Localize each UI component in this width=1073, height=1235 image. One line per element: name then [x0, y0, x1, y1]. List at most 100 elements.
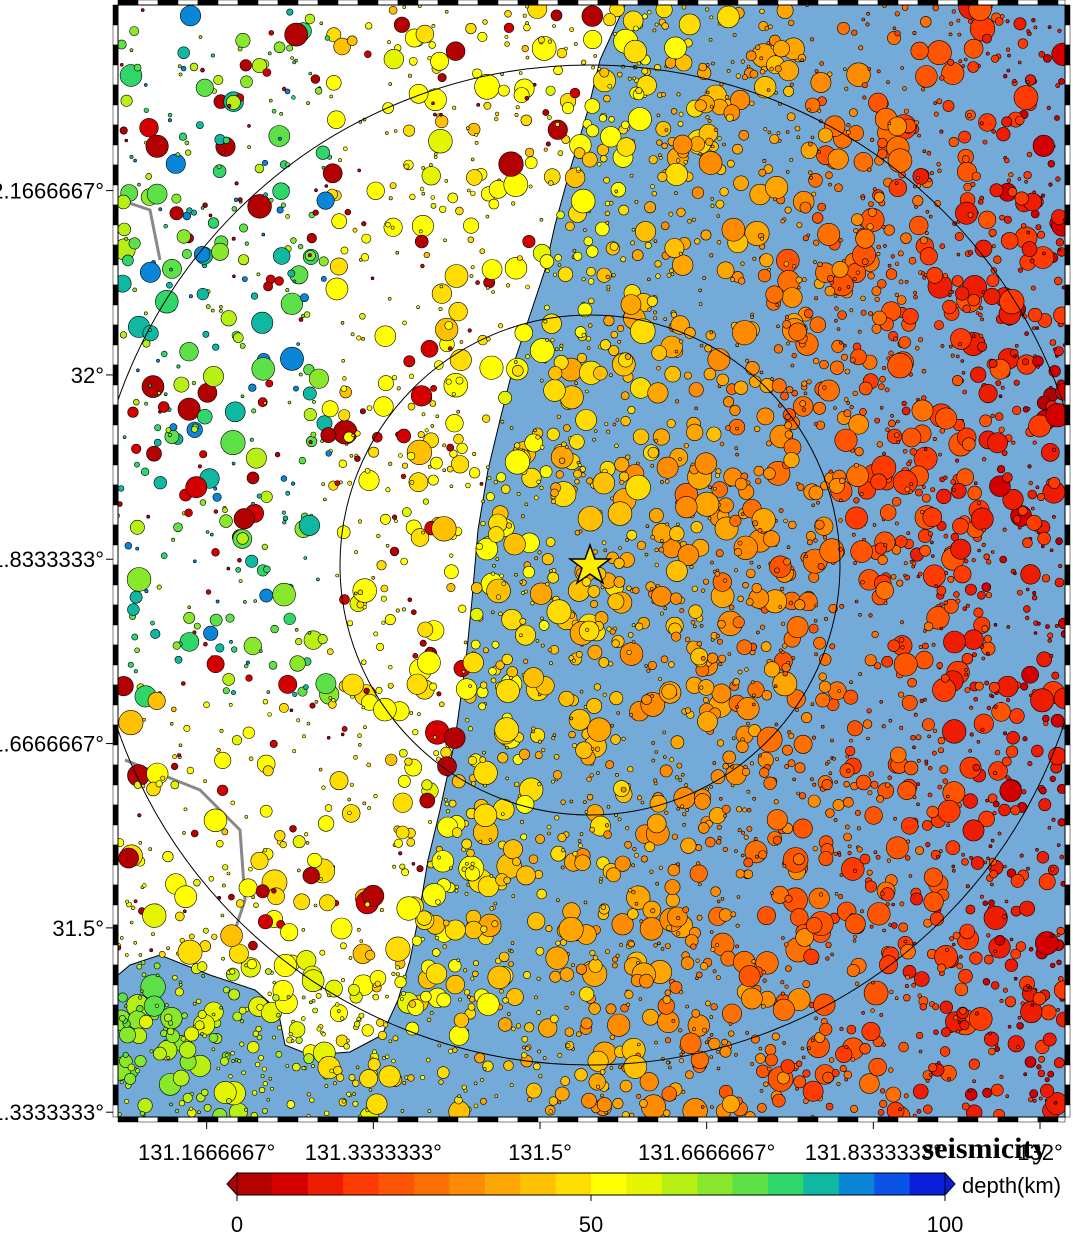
- quake-marker: [1058, 975, 1064, 982]
- quake-marker: [437, 756, 457, 777]
- quake-marker: [934, 944, 958, 969]
- quake-marker: [156, 584, 162, 590]
- quake-marker: [617, 817, 622, 822]
- quake-marker: [1031, 744, 1044, 758]
- quake-marker: [769, 134, 780, 144]
- quake-marker: [852, 390, 858, 397]
- quake-marker: [859, 853, 871, 865]
- quake-marker: [262, 1081, 268, 1087]
- quake-marker: [698, 62, 707, 72]
- quake-marker: [213, 486, 218, 491]
- quake-marker: [274, 830, 286, 842]
- quake-marker: [757, 565, 761, 569]
- quake-marker: [641, 694, 652, 706]
- quake-marker: [568, 730, 576, 739]
- quake-marker: [395, 250, 400, 255]
- quake-marker: [547, 571, 560, 584]
- quake-marker: [228, 893, 235, 901]
- quake-marker: [982, 33, 992, 44]
- quake-marker: [143, 995, 165, 1017]
- quake-marker: [310, 431, 317, 438]
- quake-marker: [904, 983, 909, 988]
- quake-marker: [589, 773, 594, 778]
- quake-marker: [1015, 941, 1027, 952]
- quake-marker: [675, 496, 698, 519]
- quake-marker: [959, 1007, 967, 1015]
- quake-marker: [357, 733, 362, 739]
- quake-marker: [860, 295, 866, 302]
- quake-marker: [466, 188, 471, 193]
- quake-marker: [784, 315, 789, 320]
- quake-marker: [140, 960, 146, 966]
- quake-marker: [883, 224, 895, 236]
- quake-marker: [1007, 187, 1018, 197]
- quake-marker: [180, 65, 187, 72]
- quake-marker: [371, 575, 376, 580]
- quake-marker: [456, 442, 468, 454]
- quake-marker: [197, 961, 208, 972]
- quake-marker: [499, 573, 504, 579]
- quake-marker: [861, 258, 869, 266]
- quake-marker: [785, 130, 790, 134]
- quake-marker: [890, 746, 907, 764]
- quake-marker: [708, 485, 712, 490]
- quake-marker: [875, 581, 894, 600]
- quake-marker: [470, 157, 475, 162]
- quake-marker: [846, 401, 851, 405]
- quake-marker: [296, 718, 301, 723]
- quake-marker: [978, 113, 997, 132]
- quake-marker: [679, 1058, 684, 1064]
- quake-marker: [252, 1030, 259, 1037]
- quake-marker: [473, 1081, 478, 1086]
- quake-marker: [754, 76, 777, 99]
- quake-marker: [915, 1031, 924, 1040]
- quake-marker: [137, 1098, 153, 1114]
- quake-marker: [956, 962, 963, 970]
- quake-marker: [650, 463, 655, 468]
- quake-marker: [333, 37, 351, 56]
- quake-marker: [248, 866, 253, 872]
- quake-marker: [745, 1031, 750, 1035]
- quake-marker: [1023, 605, 1031, 613]
- quake-marker: [409, 373, 415, 379]
- quake-marker: [583, 800, 587, 805]
- quake-marker: [989, 183, 1004, 198]
- quake-marker: [316, 1026, 322, 1032]
- quake-marker: [709, 1055, 714, 1059]
- quake-marker: [547, 831, 551, 836]
- frame-segment: [1064, 784, 1071, 806]
- quake-marker: [219, 304, 223, 309]
- quake-marker: [922, 718, 935, 731]
- quake-marker: [419, 186, 425, 192]
- quake-marker: [709, 330, 714, 335]
- quake-marker: [959, 954, 963, 959]
- quake-marker: [1030, 285, 1036, 291]
- quake-marker: [377, 375, 394, 392]
- quake-marker: [412, 729, 419, 736]
- quake-marker: [158, 401, 170, 413]
- quake-marker: [498, 1017, 513, 1032]
- quake-marker: [527, 1097, 533, 1103]
- quake-marker: [1007, 1035, 1025, 1053]
- quake-marker: [1002, 731, 1007, 736]
- quake-marker: [674, 191, 678, 195]
- quake-marker: [475, 542, 484, 551]
- quake-marker: [142, 717, 146, 722]
- quake-marker: [871, 286, 882, 296]
- quake-marker: [836, 1081, 841, 1087]
- quake-marker: [247, 124, 251, 128]
- quake-marker: [122, 254, 134, 267]
- quake-marker: [456, 958, 461, 963]
- quake-marker: [342, 376, 347, 381]
- quake-marker: [939, 129, 944, 134]
- quake-marker: [279, 840, 287, 849]
- quake-marker: [395, 608, 400, 613]
- quake-marker: [894, 30, 901, 37]
- quake-marker: [167, 112, 173, 118]
- quake-marker: [467, 328, 472, 333]
- quake-marker: [213, 509, 219, 514]
- quake-marker: [685, 808, 690, 812]
- quake-marker: [543, 379, 566, 402]
- quake-marker: [219, 1056, 229, 1066]
